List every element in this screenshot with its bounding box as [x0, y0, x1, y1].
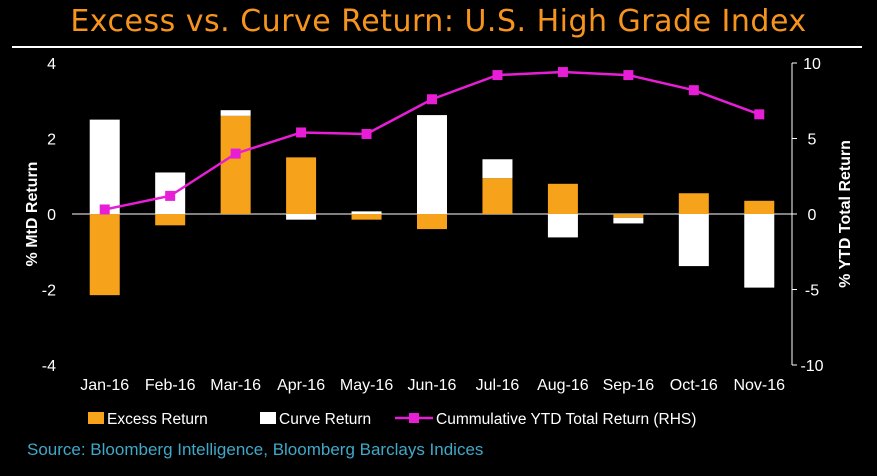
legend-label-curve: Curve Return	[279, 411, 371, 428]
excess-return-bar	[286, 157, 317, 214]
curve-return-bar	[744, 214, 775, 288]
title-rule	[12, 46, 862, 48]
cumulative-return-point	[623, 70, 634, 81]
y-tick-label: -2	[42, 283, 56, 300]
y2-tick-label: -10	[800, 358, 823, 375]
x-tick-label: Nov-16	[733, 377, 785, 394]
chart-title: Excess vs. Curve Return: U.S. High Grade…	[70, 4, 807, 39]
cumulative-return-point	[99, 204, 110, 215]
curve-return-bar	[417, 115, 447, 214]
legend-label-cumulative: Cummulative YTD Total Return (RHS)	[436, 411, 696, 428]
cumulative-return-point	[427, 94, 437, 105]
curve-return-bar	[613, 217, 644, 224]
excess-return-bar	[547, 183, 578, 214]
curve-return-bar	[482, 159, 513, 179]
x-tick-label: Aug-16	[537, 377, 589, 394]
legend-swatch-curve	[260, 412, 276, 424]
x-tick-label: Feb-16	[145, 377, 196, 394]
cumulative-return-point	[361, 128, 372, 139]
y-tick-label: 2	[47, 132, 56, 149]
y2-tick-label: 10	[803, 56, 821, 73]
x-tick-label: Oct-16	[670, 377, 718, 394]
curve-return-bar	[678, 214, 709, 267]
cumulative-return-point	[557, 67, 568, 78]
excess-return-bar	[89, 214, 120, 296]
excess-return-bar	[613, 214, 644, 218]
y2-tick-label: 5	[808, 132, 817, 149]
curve-return-bar	[547, 214, 578, 238]
curve-return-bar	[220, 110, 251, 116]
y2-tick-label: 0	[808, 207, 817, 224]
x-tick-label: Mar-16	[210, 377, 261, 394]
y-tick-label: -4	[42, 358, 56, 375]
y2-tick-label: -5	[805, 283, 819, 300]
cumulative-return-point	[688, 85, 699, 96]
y2-axis-title: % YTD Total Return	[837, 140, 854, 288]
legend-swatch-marker	[409, 413, 419, 423]
cumulative-return-point	[230, 148, 241, 159]
x-tick-label: Sep-16	[603, 377, 655, 394]
excess-return-bar	[417, 214, 447, 230]
excess-return-bar	[482, 178, 513, 214]
excess-return-bar	[678, 193, 709, 214]
x-tick-label: Jan-16	[80, 377, 129, 394]
y-tick-label: 4	[47, 56, 56, 73]
curve-return-bar	[351, 211, 382, 214]
cumulative-return-point	[754, 109, 765, 120]
cumulative-return-point	[492, 70, 503, 81]
x-tick-label: Jun-16	[408, 377, 457, 394]
cumulative-return-point	[165, 190, 176, 201]
y-tick-label: 0	[47, 207, 56, 224]
excess-return-bar	[744, 200, 775, 214]
y-axis-title: % MtD Return	[24, 162, 41, 267]
x-tick-label: Jul-16	[476, 377, 520, 394]
source-note: Source: Bloomberg Intelligence, Bloomber…	[27, 440, 484, 459]
legend-swatch-excess	[88, 412, 104, 424]
excess-return-bar	[351, 214, 382, 220]
x-tick-label: May-16	[340, 377, 393, 394]
legend-label-excess: Excess Return	[107, 411, 208, 428]
excess-return-bar	[155, 214, 186, 226]
curve-return-bar	[286, 214, 317, 220]
curve-return-bar	[89, 119, 120, 214]
cumulative-return-point	[296, 127, 307, 138]
excess-return-bar	[220, 115, 251, 214]
x-tick-label: Apr-16	[277, 377, 325, 394]
